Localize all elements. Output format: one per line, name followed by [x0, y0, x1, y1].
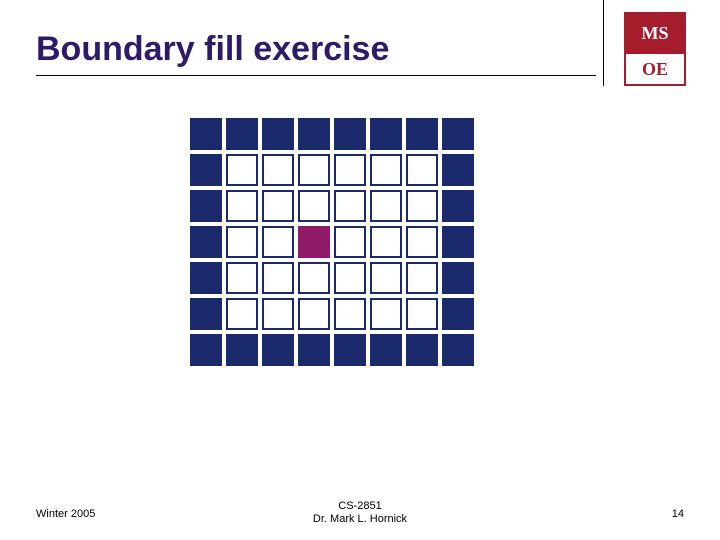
grid-cell-empty	[370, 298, 402, 330]
grid-cell-empty	[298, 298, 330, 330]
grid-cell-boundary	[442, 226, 474, 258]
grid-cell-empty	[406, 262, 438, 294]
grid-cell-boundary	[442, 298, 474, 330]
grid-cell-empty	[262, 262, 294, 294]
grid-cell-empty	[334, 226, 366, 258]
grid-cell-seed	[298, 226, 330, 258]
grid-cell-empty	[334, 262, 366, 294]
grid-cell-empty	[406, 226, 438, 258]
grid-cell-boundary	[190, 298, 222, 330]
grid-cell-empty	[262, 154, 294, 186]
footer-author: Dr. Mark L. Hornick	[0, 513, 720, 526]
grid-cell-boundary	[334, 334, 366, 366]
grid-cell-boundary	[442, 118, 474, 150]
grid-cell-empty	[370, 190, 402, 222]
grid-cell-boundary	[334, 118, 366, 150]
grid-cell-empty	[262, 298, 294, 330]
header-divider	[603, 0, 604, 86]
grid-cell-empty	[334, 298, 366, 330]
grid-cell-boundary	[442, 190, 474, 222]
grid-cell-empty	[406, 298, 438, 330]
grid-cell-boundary	[190, 226, 222, 258]
grid-cell-boundary	[406, 334, 438, 366]
grid-cell-boundary	[226, 334, 258, 366]
footer-page-number: 14	[672, 508, 684, 520]
grid-cell-empty	[226, 190, 258, 222]
grid-cell-boundary	[262, 118, 294, 150]
grid-cell-boundary	[262, 334, 294, 366]
grid-cell-boundary	[190, 190, 222, 222]
grid-cell-empty	[406, 154, 438, 186]
grid-cell-boundary	[298, 334, 330, 366]
logo-top: MS	[624, 12, 686, 52]
grid-cell-empty	[334, 190, 366, 222]
grid-cell-empty	[298, 154, 330, 186]
grid-cell-empty	[334, 154, 366, 186]
grid-cell-boundary	[190, 118, 222, 150]
footer-course: CS-2851	[0, 500, 720, 513]
grid-cell-empty	[226, 262, 258, 294]
grid-cell-boundary	[190, 262, 222, 294]
grid-cell-boundary	[298, 118, 330, 150]
grid-cell-empty	[406, 190, 438, 222]
grid-cell-empty	[226, 154, 258, 186]
grid-cell-boundary	[442, 154, 474, 186]
grid-cell-empty	[370, 226, 402, 258]
grid-diagram	[190, 118, 474, 366]
grid-cell-boundary	[226, 118, 258, 150]
msoe-logo: MS OE	[624, 12, 682, 80]
grid-cell-empty	[226, 298, 258, 330]
footer-center: CS-2851 Dr. Mark L. Hornick	[0, 500, 720, 526]
grid-cell-boundary	[370, 334, 402, 366]
grid-cell-empty	[226, 226, 258, 258]
grid-cell-empty	[370, 154, 402, 186]
page-title: Boundary fill exercise	[36, 30, 389, 68]
logo-bottom: OE	[624, 52, 686, 86]
grid-cell-empty	[298, 190, 330, 222]
grid-cell-empty	[262, 190, 294, 222]
grid-cell-empty	[262, 226, 294, 258]
grid-cell-boundary	[190, 334, 222, 366]
grid-cell-boundary	[406, 118, 438, 150]
grid-cell-boundary	[190, 154, 222, 186]
grid-cell-boundary	[442, 334, 474, 366]
grid-cell-boundary	[370, 118, 402, 150]
grid-cell-empty	[298, 262, 330, 294]
grid-cell-boundary	[442, 262, 474, 294]
title-area: Boundary fill exercise	[36, 30, 596, 76]
grid	[190, 118, 474, 366]
grid-cell-empty	[370, 262, 402, 294]
